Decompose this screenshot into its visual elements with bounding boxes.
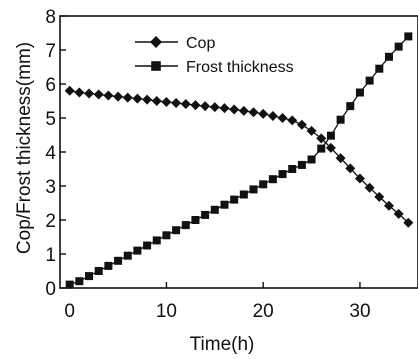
data-point [287,115,298,126]
x-tick-label: 20 [253,301,274,322]
data-point [317,144,326,153]
y-tick-label: 8 [45,7,56,28]
data-point [152,236,161,245]
legend-entry: Cop [135,35,215,52]
data-point [122,92,133,103]
data-point [383,200,394,211]
data-point [94,267,103,275]
data-point [180,99,191,110]
data-point [267,110,278,121]
data-point [325,142,336,153]
data-point [230,195,239,204]
data-point [404,32,413,41]
series-cop [64,85,414,228]
data-point [393,208,404,219]
data-point [278,170,287,179]
y-tick-label: 3 [45,177,56,198]
y-tick-label: 4 [45,143,56,164]
data-point [104,261,113,270]
data-point [162,231,171,240]
x-tick-label: 0 [64,301,75,322]
data-point [201,210,210,219]
data-point [143,241,152,250]
data-point [84,88,95,99]
y-tick-label: 7 [45,41,56,62]
data-point [219,103,230,114]
data-point [345,163,356,174]
data-point [248,107,259,118]
data-point [220,200,229,209]
data-point [190,100,201,111]
data-point [297,160,306,169]
data-point [239,190,248,199]
series-line [69,90,409,224]
data-point [365,76,374,85]
legend-marker [150,36,162,48]
data-point [375,64,384,73]
data-point [209,102,220,113]
data-point [355,88,364,97]
data-point [336,115,345,124]
y-axis-label: Cop/Frost thickness(mm) [14,42,35,254]
y-tick-label: 2 [45,211,56,232]
data-point [306,125,317,136]
series-frost-thickness [65,32,413,289]
data-point [200,101,211,112]
data-point [346,102,355,111]
data-point [384,52,393,61]
data-point [161,97,172,108]
data-point [229,104,240,115]
data-point [335,153,346,164]
data-point [316,133,327,144]
data-point [75,277,84,286]
data-point [123,251,132,260]
data-point [151,96,162,106]
data-point [238,105,249,116]
legend-entry: Frost thickness [135,59,294,76]
data-point [403,217,414,228]
data-point [374,191,385,202]
data-point [307,155,316,164]
data-point [64,85,75,96]
plot-frame [59,15,418,289]
y-tick-label: 6 [45,75,56,96]
data-point [74,87,85,98]
data-point [93,89,104,100]
data-point [394,42,403,51]
data-point [85,272,94,281]
data-point [288,165,297,173]
data-point [65,280,74,289]
x-axis-label: Time(h) [190,334,255,355]
data-point [364,182,375,193]
y-tick-label: 5 [45,109,56,130]
data-point [133,246,142,255]
data-point [326,131,335,140]
data-point [354,173,365,184]
data-point [172,226,181,235]
legend-label: Frost thickness [186,59,294,76]
data-point [132,93,143,104]
legend-marker [151,61,161,71]
data-point [191,216,200,224]
x-tick-label: 10 [156,301,177,322]
data-point [249,185,258,194]
legend-label: Cop [186,35,215,52]
data-point [142,94,153,105]
y-tick-label: 0 [45,279,56,300]
data-point [181,221,190,230]
data-point [103,90,114,101]
data-point [296,119,307,130]
data-point [259,180,268,189]
y-tick-label: 1 [45,245,56,266]
data-point [268,175,277,184]
data-point [258,108,269,119]
data-point [113,91,124,102]
x-tick-label: 30 [349,301,370,322]
data-point [277,113,288,123]
data-point [210,205,219,214]
data-point [171,98,182,109]
data-point [114,256,123,265]
